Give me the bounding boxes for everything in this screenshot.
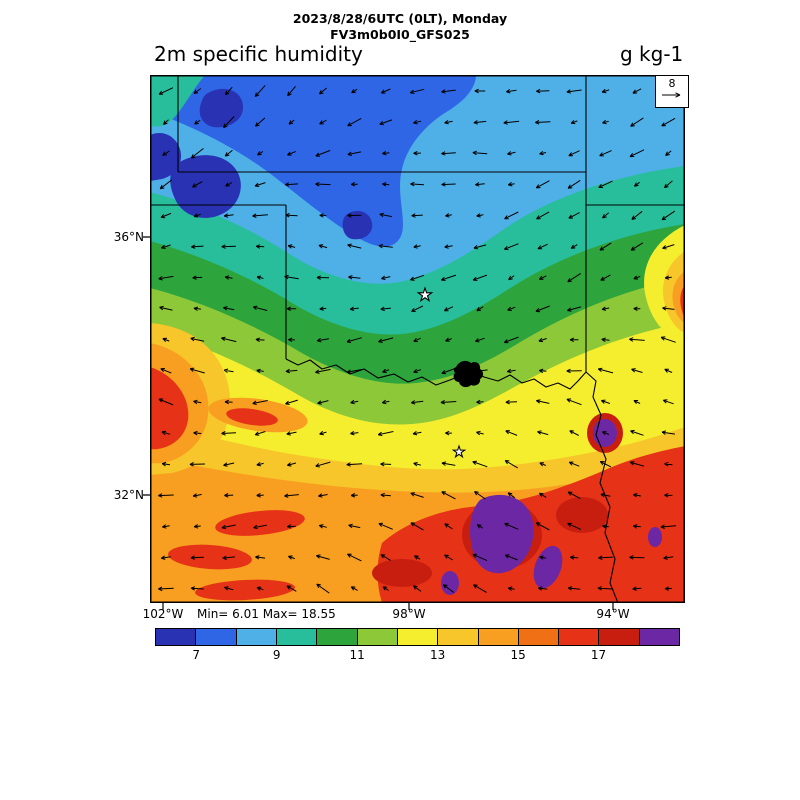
header-datetime: 2023/8/28/6UTC (0LT), Monday bbox=[292, 11, 508, 26]
field-east-warm-red bbox=[680, 286, 684, 317]
texas-east-boundary bbox=[585, 371, 619, 602]
boundary-lines bbox=[151, 76, 684, 372]
wind-vector-layer bbox=[158, 85, 677, 594]
field-navy-patch bbox=[151, 132, 181, 181]
lat-tick-marks bbox=[143, 236, 150, 496]
field-red-streak bbox=[195, 579, 295, 601]
colorbar-segment-9-10 bbox=[276, 629, 318, 645]
colorbar-segment-8-9 bbox=[236, 629, 277, 645]
field-west-hotspot-red bbox=[151, 367, 189, 450]
wind-arrows bbox=[158, 85, 677, 594]
field-navy-patch bbox=[199, 88, 244, 128]
variable-title: 2m specific humidity bbox=[154, 42, 363, 66]
colorbar-segment-13-14 bbox=[438, 629, 479, 645]
lat-tick-36N: 36°N bbox=[113, 230, 144, 244]
colorbar-tick-label: 11 bbox=[349, 648, 365, 662]
colorbar-segment-16-17 bbox=[559, 629, 600, 645]
lon-tick-94W: 94°W bbox=[596, 607, 630, 621]
lon-tick-marks bbox=[162, 603, 614, 610]
field-red-streak bbox=[168, 544, 252, 570]
colorbar-tick-label: 13 bbox=[429, 648, 446, 662]
colorbar-segment-6-7 bbox=[156, 629, 197, 645]
state-boundaries bbox=[151, 76, 684, 602]
colorbar-segment-10-11 bbox=[317, 629, 358, 645]
field-purple-patch bbox=[648, 527, 662, 547]
colorbar-segment-18-19 bbox=[639, 629, 680, 645]
colorbar-segment-12-13 bbox=[397, 629, 439, 645]
field-purple-patch bbox=[441, 571, 459, 595]
field-navy-patch bbox=[170, 155, 241, 218]
field-darkred-patch bbox=[556, 497, 608, 533]
header-model-name: FV3m0b0I0_GFS025 bbox=[330, 27, 470, 43]
field-purple-patch bbox=[470, 494, 534, 574]
plot-header: 2023/8/28/6UTC (0LT), Monday FV3m0b0I0_G… bbox=[0, 11, 800, 44]
colorbar-segment-14-15 bbox=[478, 629, 519, 645]
min-max-stats: Min= 6.01 Max= 18.55 bbox=[197, 607, 336, 621]
reference-vector-value: 8 bbox=[668, 77, 676, 90]
reference-vector-box: 8 bbox=[655, 75, 689, 108]
colorbar-tick-label: 7 bbox=[192, 648, 201, 662]
units-label: g kg-1 bbox=[620, 42, 684, 66]
lon-tick-98W: 98°W bbox=[392, 607, 426, 621]
field-navy-patch bbox=[342, 210, 373, 240]
colorbar-segment-17-18 bbox=[599, 629, 640, 645]
red-river-boundary bbox=[285, 358, 587, 390]
colorbar-tick-label: 15 bbox=[510, 648, 526, 662]
map-frame bbox=[150, 75, 685, 603]
map-canvas bbox=[143, 75, 685, 610]
lon-tick-102W: 102°W bbox=[142, 607, 184, 621]
field-darkred-patch bbox=[372, 559, 432, 587]
field-red-streak bbox=[215, 510, 305, 536]
humidity-field bbox=[151, 76, 684, 602]
lat-tick-32N: 32°N bbox=[113, 488, 144, 502]
colorbar-segment-7-8 bbox=[196, 629, 237, 645]
colorbar-tick-label: 9 bbox=[272, 648, 281, 662]
field-east-warm-orange bbox=[672, 271, 684, 323]
lake-texoma-marker bbox=[453, 360, 483, 388]
colorbar bbox=[155, 628, 680, 646]
field-west-red-streak bbox=[226, 408, 278, 426]
axis-ticks bbox=[143, 236, 614, 610]
colorbar-segment-15-16 bbox=[518, 629, 560, 645]
reference-vector-arrow bbox=[662, 92, 681, 98]
colorbar-tick-label: 17 bbox=[590, 648, 607, 662]
colorbar-labels: 7 9 11 13 15 17 bbox=[156, 648, 679, 663]
colorbar-segment-11-12 bbox=[357, 629, 398, 645]
